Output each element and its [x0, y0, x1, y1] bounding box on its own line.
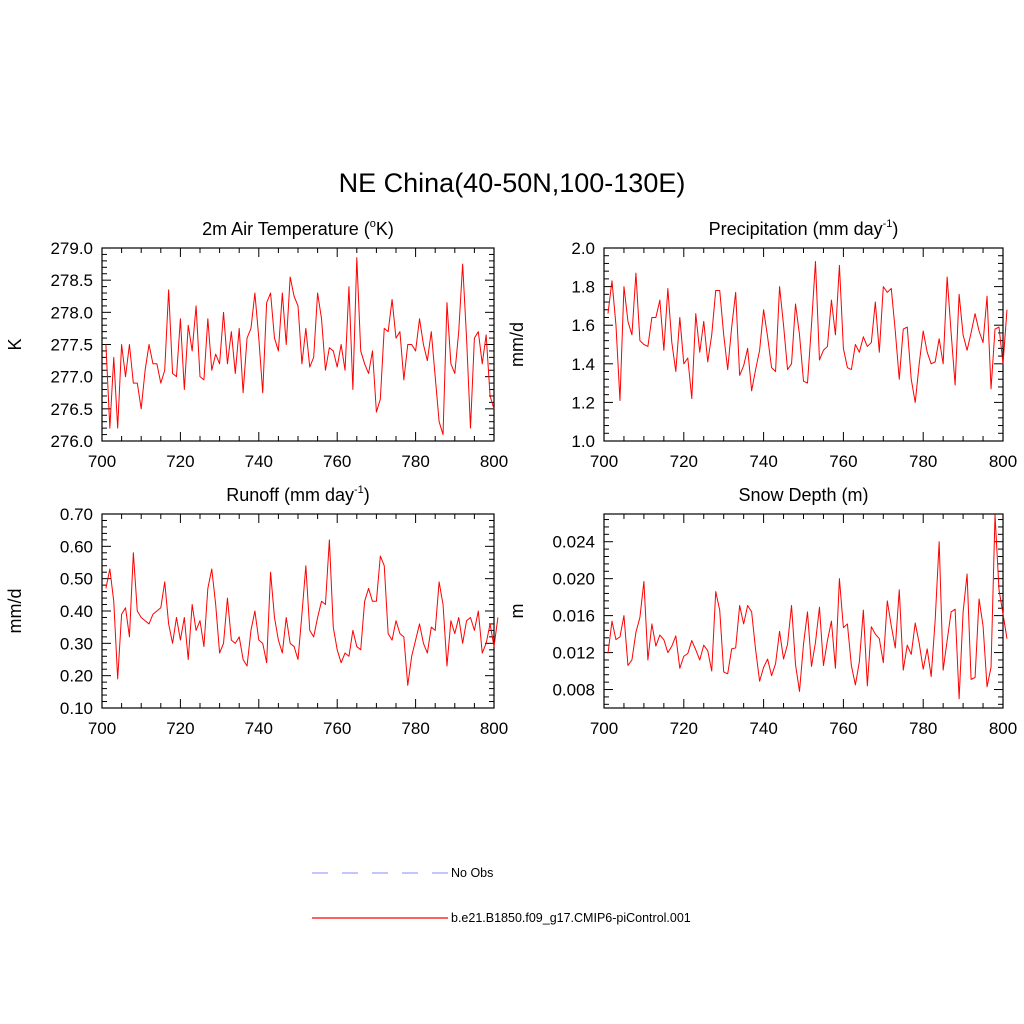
x-tick-label-tas: 780	[401, 452, 429, 471]
y-tick-label-snd: 0.020	[552, 570, 595, 589]
x-tick-label-tas: 740	[245, 452, 273, 471]
x-tick-label-snd: 800	[989, 719, 1017, 738]
x-tick-label-tas: 720	[166, 452, 194, 471]
y-tick-label-mrro: 0.60	[60, 537, 93, 556]
x-tick-label-tas: 760	[323, 452, 351, 471]
y-tick-label-pr: 1.2	[571, 393, 595, 412]
series-line-pr	[607, 261, 1008, 403]
panel-title-pr: Precipitation (mm day-1)	[709, 218, 899, 239]
y-tick-label-tas: 278.5	[50, 271, 93, 290]
panel-title-mrro: Runoff (mm day-1)	[226, 484, 370, 505]
panel-title-snd: Snow Depth (m)	[738, 485, 868, 505]
x-tick-label-snd: 740	[749, 719, 777, 738]
series-line-tas	[105, 257, 495, 436]
x-tick-label-pr: 760	[829, 452, 857, 471]
chart-panel-mrro: Runoff (mm day-1) mm/d 700 720 740 760 780 800 0…	[5, 484, 508, 738]
x-tick-label-pr: 700	[590, 452, 618, 471]
y-tick-label-pr: 1.0	[571, 432, 595, 451]
legend-model-label: b.e21.B1850.f09_g17.CMIP6-piControl.001	[451, 911, 691, 925]
legend-obs-label: No Obs	[451, 866, 493, 880]
x-tick-label-tas: 700	[88, 452, 116, 471]
x-tick-label-tas: 800	[480, 452, 508, 471]
plot-frame-tas	[101, 247, 495, 442]
y-tick-label-mrro: 0.30	[60, 634, 93, 653]
y-tick-label-snd: 0.016	[552, 607, 595, 626]
y-axis-label-snd: m	[507, 604, 527, 619]
series-line-snd	[607, 514, 1008, 700]
series-line-mrro	[105, 539, 499, 686]
x-tick-label-pr: 740	[749, 452, 777, 471]
x-tick-label-snd: 700	[590, 719, 618, 738]
x-tick-label-mrro: 700	[88, 719, 116, 738]
chart-panel-snd: Snow Depth (m) m 700 720 740 760 780 800 0.008 0.…	[507, 485, 1017, 738]
x-tick-label-mrro: 780	[401, 719, 429, 738]
plot-frame-snd	[603, 513, 1004, 709]
chart-panel-tas: 2m Air Temperature (oK) K 700 720 740 760 780 8…	[5, 218, 508, 471]
figure-title: NE China(40-50N,100-130E)	[339, 168, 686, 198]
y-tick-label-pr: 1.8	[571, 278, 595, 297]
x-tick-label-pr: 800	[989, 452, 1017, 471]
y-tick-label-mrro: 0.40	[60, 602, 93, 621]
x-tick-label-snd: 760	[829, 719, 857, 738]
y-tick-label-tas: 277.5	[50, 336, 93, 355]
y-tick-label-snd: 0.012	[552, 644, 595, 663]
legend-item-model: b.e21.B1850.f09_g17.CMIP6-piControl.001	[312, 911, 691, 925]
chart-panels: 2m Air Temperature (oK) K 700 720 740 760 780 8…	[5, 218, 1017, 738]
x-tick-label-mrro: 720	[166, 719, 194, 738]
y-axis-label-mrro: mm/d	[5, 589, 25, 634]
y-tick-label-tas: 276.0	[50, 432, 93, 451]
y-axis-label-tas: K	[5, 338, 25, 350]
chart-panel-pr: Precipitation (mm day-1) mm/d 700 720 740 760…	[507, 218, 1017, 471]
y-tick-label-mrro: 0.10	[60, 699, 93, 718]
x-tick-label-pr: 780	[909, 452, 937, 471]
y-tick-label-snd: 0.024	[552, 533, 595, 552]
x-tick-label-snd: 720	[670, 719, 698, 738]
x-tick-label-pr: 720	[670, 452, 698, 471]
y-tick-label-tas: 277.0	[50, 368, 93, 387]
y-tick-label-mrro: 0.70	[60, 505, 93, 524]
y-tick-label-pr: 2.0	[571, 239, 595, 258]
y-tick-label-tas: 276.5	[50, 400, 93, 419]
legend: No Obs b.e21.B1850.f09_g17.CMIP6-piContr…	[312, 866, 691, 925]
x-tick-label-snd: 780	[909, 719, 937, 738]
y-tick-label-pr: 1.4	[571, 355, 595, 374]
plot-frame-mrro	[101, 513, 495, 709]
y-tick-label-tas: 279.0	[50, 239, 93, 258]
panel-title-tas: 2m Air Temperature (oK)	[202, 218, 394, 239]
x-tick-label-mrro: 740	[245, 719, 273, 738]
y-tick-label-pr: 1.6	[571, 316, 595, 335]
x-tick-label-mrro: 800	[480, 719, 508, 738]
y-tick-label-mrro: 0.50	[60, 570, 93, 589]
legend-item-obs: No Obs	[312, 866, 493, 880]
y-tick-label-mrro: 0.20	[60, 667, 93, 686]
y-tick-label-tas: 278.0	[50, 303, 93, 322]
y-tick-label-snd: 0.008	[552, 681, 595, 700]
y-axis-label-pr: mm/d	[507, 322, 527, 367]
x-tick-label-mrro: 760	[323, 719, 351, 738]
